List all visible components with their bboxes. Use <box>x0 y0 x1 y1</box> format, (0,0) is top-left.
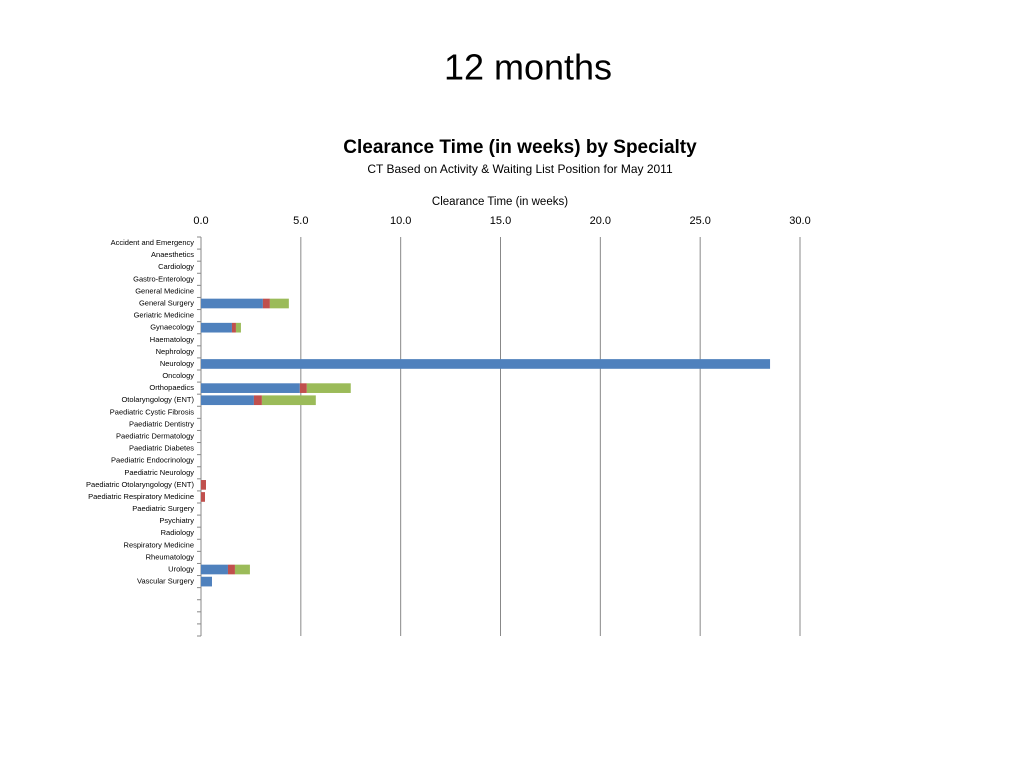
category-label: Respiratory Medicine <box>124 540 194 549</box>
bar-segment <box>227 564 235 575</box>
category-label: Haematology <box>150 335 194 344</box>
category-label: Paediatric Cystic Fibrosis <box>110 407 194 416</box>
bar-segment <box>201 492 205 502</box>
x-tick-label: 5.0 <box>293 215 308 227</box>
category-label: Paediatric Neurology <box>124 468 194 477</box>
category-label: Paediatric Endocrinology <box>111 456 194 465</box>
category-label: Rheumatology <box>146 552 195 561</box>
category-label: Orthopaedics <box>149 383 194 392</box>
bar-segment <box>234 564 250 575</box>
chart-subtitle: CT Based on Activity & Waiting List Posi… <box>367 162 673 176</box>
bar-segment <box>201 576 212 587</box>
category-label: General Medicine <box>135 286 194 295</box>
x-tick-label: 30.0 <box>789 215 810 227</box>
category-label: Paediatric Otolaryngology (ENT) <box>86 480 194 489</box>
bar-segment <box>201 564 228 575</box>
category-label: Paediatric Diabetes <box>129 444 194 453</box>
x-tick-label: 20.0 <box>590 215 611 227</box>
category-label: Accident and Emergency <box>111 238 195 247</box>
bar-segment <box>253 395 262 406</box>
category-label: Paediatric Surgery <box>132 504 194 513</box>
axis-label: Clearance Time (in weeks) <box>432 196 568 208</box>
bar-segment <box>231 322 236 333</box>
category-label: Neurology <box>160 359 194 368</box>
category-label: Paediatric Dermatology <box>116 431 194 440</box>
category-label: Anaesthetics <box>151 250 194 259</box>
category-label: Psychiatry <box>159 516 194 525</box>
bar-segment <box>201 359 771 369</box>
category-label: Otolaryngology (ENT) <box>121 395 194 404</box>
chart-title: Clearance Time (in weeks) by Specialty <box>343 137 697 158</box>
bar-segment <box>201 383 300 393</box>
x-tick-label: 25.0 <box>689 215 710 227</box>
category-label: Gastro-Enterology <box>133 274 194 283</box>
bar-segment <box>201 298 263 309</box>
category-label: Geriatric Medicine <box>134 311 194 320</box>
bar-segment <box>261 395 316 406</box>
category-label: Vascular Surgery <box>137 577 194 586</box>
category-label: Paediatric Dentistry <box>129 419 194 428</box>
category-label: General Surgery <box>139 298 194 307</box>
x-tick-label: 0.0 <box>193 215 208 227</box>
bar-segment <box>299 383 307 393</box>
category-label: Oncology <box>162 371 194 380</box>
bar-segment <box>306 383 351 393</box>
x-tick-label: 15.0 <box>490 215 511 227</box>
bar-segment <box>269 298 289 309</box>
category-label: Cardiology <box>158 262 194 271</box>
bar-segment <box>201 395 254 406</box>
category-label: Urology <box>168 564 194 573</box>
category-label: Paediatric Respiratory Medicine <box>88 492 194 501</box>
category-label: Radiology <box>161 528 195 537</box>
x-tick-label: 10.0 <box>390 215 411 227</box>
bar-segment <box>235 322 241 333</box>
slide-title: 12 months <box>444 47 612 88</box>
bar-segment <box>201 480 206 490</box>
category-label: Gynaecology <box>150 323 194 332</box>
bar-segment <box>262 298 270 309</box>
bar-segment <box>201 322 232 333</box>
category-label: Nephrology <box>156 347 195 356</box>
